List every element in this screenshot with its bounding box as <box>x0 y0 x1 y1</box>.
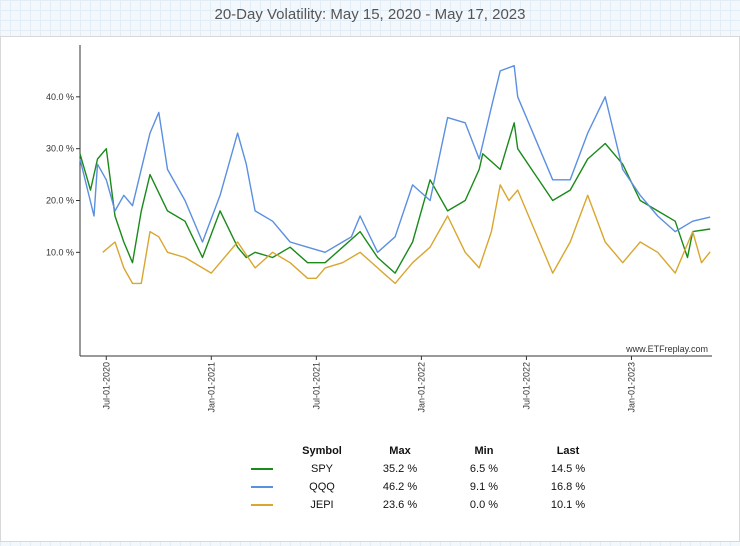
legend-last: 16.8 % <box>550 481 586 493</box>
legend-table: Symbol Max Min Last SPY 35.2 % 6.5 % 14.… <box>238 442 610 514</box>
legend-symbol: SPY <box>310 463 333 475</box>
header-max: Max <box>389 445 411 457</box>
y-tick-label: 40.0 % <box>46 92 74 102</box>
header-min: Min <box>474 445 494 457</box>
chart-title: 20-Day Volatility: May 15, 2020 - May 17… <box>214 6 526 23</box>
spy-swatch <box>251 468 273 471</box>
watermark: www.ETFreplay.com <box>625 344 708 354</box>
legend-symbol: QQQ <box>309 481 335 493</box>
legend-min: 9.1 % <box>469 481 499 493</box>
x-tick-label: Jan-01-2022 <box>416 362 426 413</box>
legend-row-jepi: JEPI 23.6 % 0.0 % 10.1 % <box>238 496 610 514</box>
legend-max: 46.2 % <box>382 481 418 493</box>
jepi-swatch <box>251 504 273 507</box>
y-tick-label: 10.0 % <box>46 247 74 257</box>
series-line-jepi <box>102 184 711 285</box>
header-symbol: Symbol <box>302 445 342 457</box>
legend-max: 35.2 % <box>382 463 418 475</box>
legend-max: 23.6 % <box>382 499 418 511</box>
legend-min: 6.5 % <box>469 463 499 475</box>
y-tick-label: 30.0 % <box>46 144 74 154</box>
y-tick-label: 20.0 % <box>46 196 74 206</box>
legend-last: 10.1 % <box>550 499 586 511</box>
legend-symbol: JEPI <box>310 499 334 511</box>
x-tick-label: Jul-01-2020 <box>101 362 111 410</box>
x-tick-label: Jul-01-2022 <box>521 362 531 410</box>
legend-row-qqq: QQQ 46.2 % 9.1 % 16.8 % <box>238 478 610 496</box>
legend-last: 14.5 % <box>550 463 586 475</box>
header-last: Last <box>556 445 580 457</box>
legend-min: 0.0 % <box>469 499 499 511</box>
volatility-chart: 10.0 % 20.0 % 30.0 % 40.0 % Jul-01-2020 Jan-… <box>46 45 712 413</box>
series-line-qqq <box>79 64 711 254</box>
x-tick-label: Jul-01-2021 <box>311 362 321 410</box>
x-tick-label: Jan-01-2021 <box>206 362 216 413</box>
series-line-spy <box>79 122 711 274</box>
x-tick-label: Jan-01-2023 <box>626 362 636 413</box>
qqq-swatch <box>251 486 273 489</box>
legend-row-spy: SPY 35.2 % 6.5 % 14.5 % <box>238 460 610 478</box>
